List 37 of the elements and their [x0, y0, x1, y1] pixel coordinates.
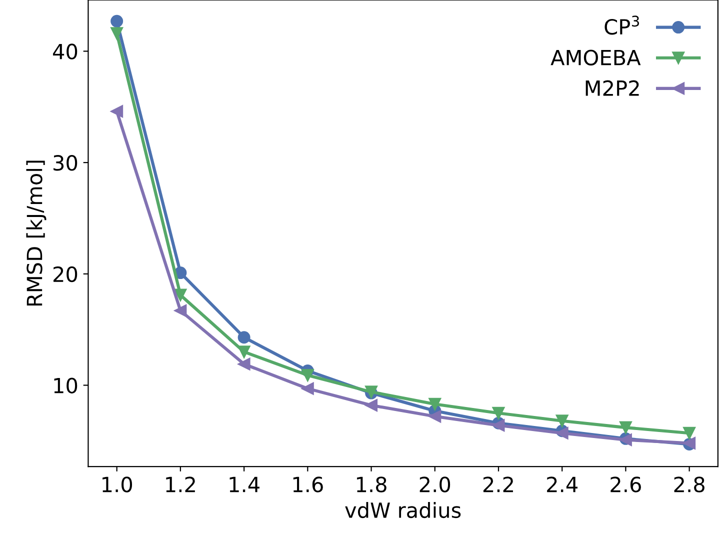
y-tick-label: 10 — [54, 378, 78, 394]
x-tick-label: 1.6 — [293, 476, 323, 492]
x-tick-label: 2.0 — [420, 476, 450, 492]
point — [428, 398, 442, 410]
legend-label: M2P2 — [586, 80, 639, 96]
point — [301, 368, 314, 382]
point — [365, 399, 378, 412]
point — [174, 304, 187, 317]
point — [428, 410, 442, 423]
point — [110, 27, 124, 40]
y-tick-label: 40 — [52, 44, 78, 60]
x-tick-label: 1.8 — [356, 476, 386, 492]
point — [110, 14, 124, 28]
point — [683, 426, 696, 440]
point — [238, 346, 250, 358]
y-tick-label: 20 — [54, 266, 78, 282]
x-tick-label: 2.2 — [483, 476, 513, 492]
x-tick-label: 2.6 — [610, 476, 641, 492]
x-axis-title: vdW radius — [345, 502, 461, 518]
point — [174, 288, 187, 302]
x-tick-label: 1.4 — [230, 476, 260, 492]
legend-label: CP$^{3}$ — [604, 16, 639, 35]
point — [492, 406, 505, 420]
y-tick-label: 30 — [54, 155, 78, 171]
point — [492, 419, 505, 432]
point — [301, 382, 314, 395]
x-tick-label: 2.8 — [674, 476, 704, 492]
x-tick-label: 1.0 — [102, 476, 132, 492]
point — [619, 421, 632, 434]
point — [238, 331, 250, 344]
point — [110, 105, 124, 118]
y-axis-title: RMSD [kJ/mol] — [26, 160, 46, 306]
point — [238, 358, 250, 370]
x-tick-label: 1.2 — [166, 476, 195, 492]
legend-label: AMOEBA — [550, 50, 641, 66]
x-tick-label: 2.4 — [547, 476, 578, 492]
point — [556, 414, 568, 428]
